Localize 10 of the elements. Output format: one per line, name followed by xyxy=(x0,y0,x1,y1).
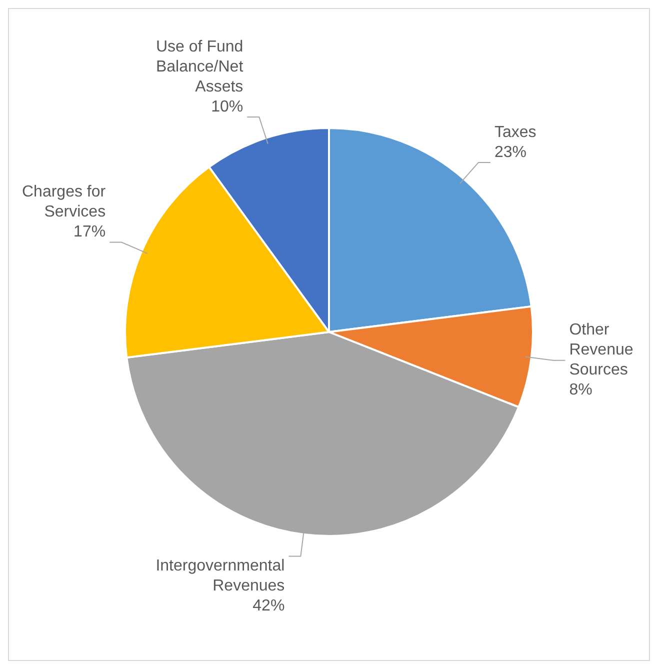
data-label: 42% xyxy=(252,598,285,615)
data-label: 8% xyxy=(569,382,592,399)
data-label: 17% xyxy=(74,224,106,241)
slice-label: Other Revenue Sources xyxy=(569,322,634,379)
data-label: 23% xyxy=(494,144,526,161)
slice-label: Charges for Services xyxy=(22,184,106,221)
data-label: 10% xyxy=(211,98,244,116)
slice-label: Intergovernmental Revenues xyxy=(156,558,285,595)
slice-label: Use of Fund Balance/Net Assets xyxy=(156,38,244,96)
slice-label: Taxes xyxy=(494,124,536,141)
